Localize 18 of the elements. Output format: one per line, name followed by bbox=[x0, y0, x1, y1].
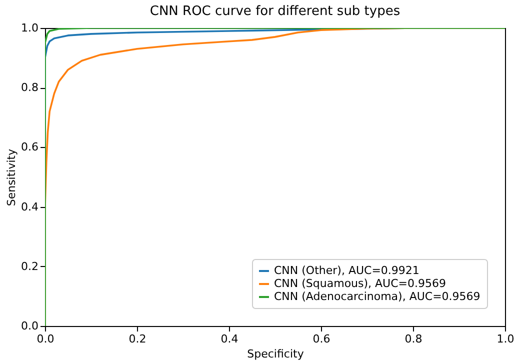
x-tick-label: 0.0 bbox=[36, 332, 54, 346]
x-axis-title: Specificity bbox=[247, 348, 304, 360]
legend-label: CNN (Adenocarcinoma), AUC=0.9569 bbox=[274, 290, 480, 303]
y-tick-label: 0.2 bbox=[21, 260, 38, 273]
x-tick-label: 0.4 bbox=[220, 332, 238, 346]
y-tick-label: 0.8 bbox=[21, 81, 38, 94]
x-tick-label: 0.2 bbox=[128, 332, 146, 346]
chart-title: CNN ROC curve for different sub types bbox=[150, 4, 400, 19]
y-axis-title: Sensitivity bbox=[5, 148, 18, 206]
y-tick-label: 0.0 bbox=[21, 320, 38, 332]
y-tick-label: 0.6 bbox=[21, 140, 38, 154]
x-tick-label: 0.6 bbox=[312, 332, 330, 346]
legend-label: CNN (Other), AUC=0.9921 bbox=[274, 264, 420, 277]
legend-label: CNN (Squamous), AUC=0.9569 bbox=[274, 277, 446, 290]
x-tick-label: 1.0 bbox=[496, 332, 514, 346]
x-tick-label: 0.8 bbox=[404, 332, 422, 346]
y-tick-label: 1.0 bbox=[21, 22, 38, 34]
y-tick-label: 0.4 bbox=[21, 200, 38, 214]
